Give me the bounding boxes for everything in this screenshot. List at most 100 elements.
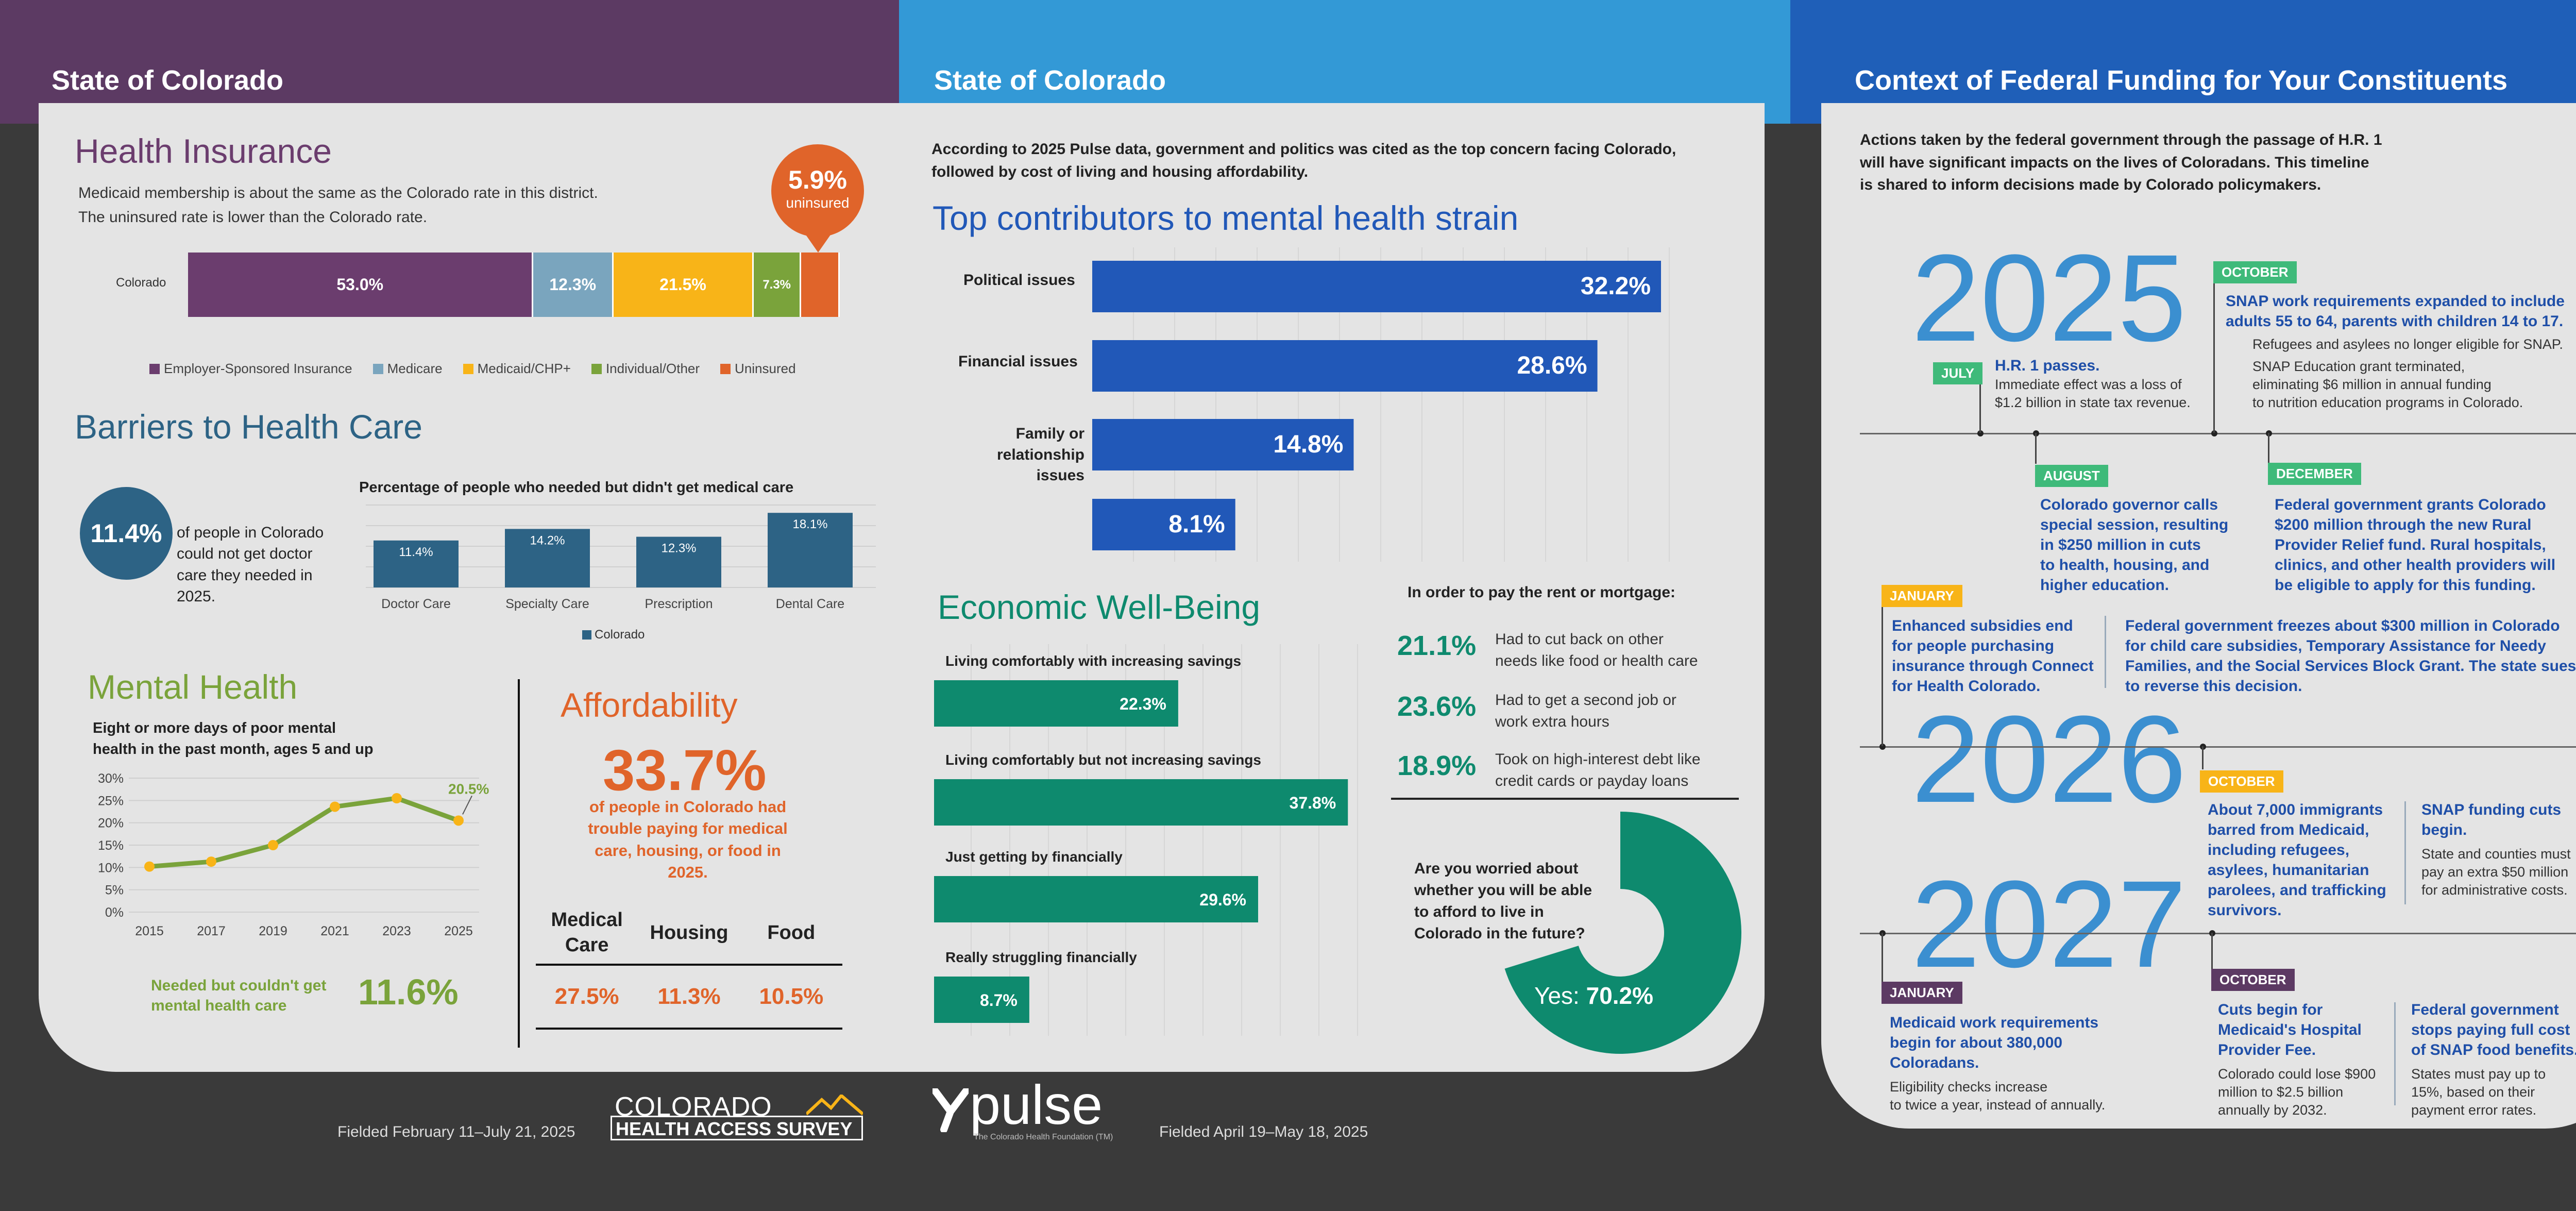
timeline-stem-jan26 bbox=[1882, 602, 1883, 746]
mh-xtick-4: 2023 bbox=[382, 924, 411, 938]
event-jan26b-head-1: Federal government freezes about $300 mi… bbox=[2125, 617, 2560, 634]
barriers-text-2: could not get doctor bbox=[177, 545, 313, 563]
pulse-logo-y-icon bbox=[933, 1088, 969, 1132]
rent-item-3-value: 18.9% bbox=[1397, 750, 1477, 781]
econ-bar-label-3: 8.7% bbox=[980, 991, 1018, 1010]
timeline-stem-dec bbox=[2268, 433, 2269, 464]
event-oct27-text-2: million to $2.5 billion bbox=[2218, 1084, 2344, 1100]
mh-series-line bbox=[149, 796, 460, 869]
mh-ytick-1: 5% bbox=[105, 883, 124, 898]
barriers-bar-label-1: 14.2% bbox=[530, 533, 565, 547]
event-aug-head-3: in $250 million in cuts bbox=[2040, 536, 2201, 553]
rent-item-3-text: Took on high-interest debt like credit c… bbox=[1495, 749, 1753, 792]
affordability-big-value: 33.7% bbox=[603, 738, 767, 802]
event-oct26-head-3: including refugees, bbox=[2208, 842, 2350, 859]
barriers-bar-label-0: 11.4% bbox=[399, 545, 433, 559]
event-july-head: H.R. 1 passes. bbox=[1995, 357, 2100, 374]
econ-title: Economic Well-Being bbox=[938, 588, 1261, 626]
event-aug-head-2: special session, resulting bbox=[2040, 516, 2229, 533]
mh-xtick-1: 2017 bbox=[197, 924, 226, 938]
barriers-legend: Colorado bbox=[582, 628, 645, 642]
afford-col-food-header: Food bbox=[767, 921, 816, 944]
strain-bar-label-3: 8.1% bbox=[1168, 511, 1225, 538]
mh-point-5 bbox=[453, 815, 464, 826]
tag-oct27: OCTOBER bbox=[2211, 969, 2295, 991]
event-dec-head-2: $200 million through the new Rural bbox=[2275, 516, 2532, 533]
barriers-bar-label-2: 12.3% bbox=[661, 542, 696, 556]
mh-ytick-3: 15% bbox=[98, 838, 124, 853]
insurance-segment-4 bbox=[801, 253, 840, 317]
event-oct26-head-6: survivors. bbox=[2208, 902, 2282, 919]
econ-bar-label-2: 29.6% bbox=[1199, 890, 1246, 909]
event-jan26b-head-3: Families, and the Social Services Block … bbox=[2125, 658, 2576, 675]
barriers-legend-swatch bbox=[582, 630, 591, 640]
event-aug: Colorado governor calls special session,… bbox=[2040, 495, 2228, 595]
uninsured-badge-pointer bbox=[804, 232, 833, 253]
insurance-legend: Employer-Sponsored Insurance Medicare Medi… bbox=[149, 361, 817, 377]
insurance-legend-item-4: Uninsured bbox=[720, 361, 796, 377]
rent-item-3-text-2: credit cards or payday loans bbox=[1495, 772, 1689, 789]
uninsured-badge: 5.9% uninsured bbox=[771, 144, 864, 237]
tag-oct26: OCTOBER bbox=[2200, 770, 2283, 793]
tag-jan27: JANUARY bbox=[1882, 982, 1962, 1004]
mh-last-label: 20.5% bbox=[448, 781, 489, 797]
event-jan27-head-1: Medicaid work requirements bbox=[1890, 1014, 2099, 1031]
event-aug-head-4: to health, housing, and bbox=[2040, 557, 2210, 574]
mh-ytick-6: 30% bbox=[98, 771, 124, 786]
event-oct27b-head-3: of SNAP food benefits. bbox=[2411, 1041, 2576, 1058]
econ-bar-label-1: 37.8% bbox=[1290, 794, 1336, 812]
insurance-legend-label-1: Medicare bbox=[387, 361, 443, 376]
barriers-text-4: 2025. bbox=[177, 588, 216, 606]
rent-item-1-text-2: needs like food or health care bbox=[1495, 652, 1698, 669]
mental-health-chart: 0% 5% 10% 15% 20% 25% 30% 2015 2017 2019 2021 2023 2… bbox=[98, 771, 489, 938]
strain-label-family-2: relationship bbox=[996, 446, 1084, 463]
rent-item-2-value: 23.6% bbox=[1397, 691, 1477, 722]
worry-question-3: to afford to live in bbox=[1414, 903, 1544, 920]
afford-col-medical-header: Medical Care bbox=[536, 907, 638, 958]
event-oct26b: SNAP funding cuts begin. State and count… bbox=[2421, 800, 2571, 899]
oct26-separator bbox=[2404, 801, 2406, 904]
health-insurance-desc-2: The uninsured rate is lower than the Col… bbox=[78, 209, 428, 226]
event-jan27-text-1: Eligibility checks increase bbox=[1890, 1079, 2048, 1095]
mental-health-needed-1: Needed but couldn't get bbox=[151, 977, 327, 994]
event-dec: Federal government grants Colorado $200 … bbox=[2275, 495, 2555, 595]
event-oct26b-text-2: pay an extra $50 million bbox=[2421, 864, 2569, 880]
mh-ytick-4: 20% bbox=[98, 816, 124, 831]
worry-donut-label-prefix: Yes: bbox=[1534, 982, 1580, 1009]
strain-label-family-3: issues bbox=[1036, 467, 1084, 484]
event-oct26b-text-3: for administrative costs. bbox=[2421, 882, 2568, 898]
event-oct27b-head-1: Federal government bbox=[2411, 1001, 2559, 1018]
afford-col-medical-header-1: Medical bbox=[551, 909, 623, 931]
barriers-circle: 11.4% bbox=[80, 487, 173, 580]
affordability-table: Medical Care Housing Food 27.5% 11.3% 10… bbox=[536, 902, 842, 1030]
event-oct27-head-2: Medicaid's Hospital bbox=[2218, 1021, 2362, 1038]
chas-logo: COLORADO HEALTH ACCESS SURVEY bbox=[611, 1092, 866, 1141]
worry-question-1: Are you worried about bbox=[1414, 860, 1579, 877]
insurance-legend-label-2: Medicaid/CHP+ bbox=[477, 361, 571, 376]
event-jan26-head-2: for people purchasing bbox=[1892, 637, 2055, 654]
worry-donut-yes-slice bbox=[1504, 812, 1741, 1054]
chas-logo-text-2: HEALTH ACCESS SURVEY bbox=[616, 1118, 853, 1139]
event-aug-head-5: higher education. bbox=[2040, 577, 2170, 594]
barriers-chart-title: Percentage of people who needed but didn… bbox=[359, 479, 794, 496]
insurance-stacked-bar: 53.0% 12.3% 21.5% 7.3% bbox=[188, 253, 840, 317]
econ-bar-1 bbox=[934, 779, 1348, 826]
event-dec-head-1: Federal government grants Colorado bbox=[2275, 496, 2546, 513]
strain-bar-label-0: 32.2% bbox=[1581, 273, 1651, 300]
barriers-category-1: Specialty Care bbox=[505, 597, 589, 611]
event-oct27b-text-1: States must pay up to bbox=[2411, 1066, 2546, 1082]
event-oct25-head-1: SNAP work requirements expanded to inclu… bbox=[2226, 293, 2565, 310]
timeline-stem-oct25 bbox=[2213, 281, 2215, 433]
pulse-logo: pulse The Colorado Health Foundation (TM… bbox=[933, 1077, 1133, 1144]
afford-col-housing-header: Housing bbox=[650, 921, 728, 944]
year-2027: 2027 bbox=[1911, 855, 2187, 993]
strain-bar-label-1: 28.6% bbox=[1517, 352, 1587, 379]
event-oct27-head-3: Provider Fee. bbox=[2218, 1041, 2316, 1058]
mental-health-subtitle: Eight or more days of poor mental health… bbox=[93, 718, 374, 760]
worry-donut-label: Yes: 70.2% bbox=[1534, 982, 1653, 1010]
econ-category-2: Just getting by financially bbox=[945, 849, 1123, 865]
mh-point-3 bbox=[330, 801, 340, 812]
insurance-legend-item-2: Medicaid/CHP+ bbox=[463, 361, 571, 377]
barriers-text-1: of people in Colorado bbox=[177, 524, 324, 541]
insurance-legend-swatch-0 bbox=[149, 363, 160, 374]
